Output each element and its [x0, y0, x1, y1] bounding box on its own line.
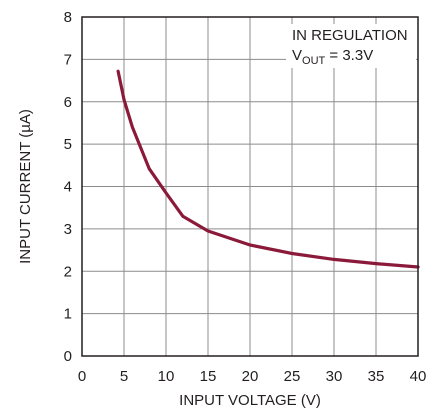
y-axis-title: INPUT CURRENT (µA) — [17, 109, 34, 264]
series-line — [116, 69, 420, 269]
annotation-background — [286, 24, 416, 68]
y-tick-label: 1 — [64, 306, 72, 323]
y-tick-label: 6 — [64, 94, 72, 111]
annotation-vout-main: V — [292, 47, 302, 64]
plot-frame — [81, 16, 419, 357]
x-tick-label: 35 — [368, 368, 385, 385]
x-tick-label: 10 — [158, 368, 175, 385]
y-tick-label: 2 — [64, 263, 72, 280]
series-layer — [116, 69, 420, 269]
annotation-line-1: IN REGULATION — [292, 27, 408, 44]
x-tick-label: 25 — [284, 368, 301, 385]
x-tick-label: 15 — [200, 368, 217, 385]
annotation-line-2: VOUT = 3.3V — [292, 47, 373, 67]
x-tick-labels: 0 5 10 15 20 25 30 35 40 — [78, 368, 427, 385]
y-tick-label: 5 — [64, 136, 72, 153]
y-tick-label: 0 — [64, 348, 72, 365]
x-tick-label: 40 — [410, 368, 427, 385]
y-tick-label: 3 — [64, 221, 72, 238]
annotation-vout-subscript: OUT — [302, 55, 326, 67]
x-tick-label: 20 — [242, 368, 259, 385]
x-tick-label: 5 — [120, 368, 128, 385]
x-tick-label: 30 — [326, 368, 343, 385]
y-tick-label: 7 — [64, 51, 72, 68]
x-tick-label: 0 — [78, 368, 86, 385]
annotation: IN REGULATION VOUT = 3.3V — [292, 27, 408, 67]
plot-border — [81, 16, 419, 357]
y-tick-label: 4 — [64, 179, 72, 196]
x-axis-title: INPUT VOLTAGE (V) — [179, 392, 321, 409]
y-tick-labels: 0 1 2 3 4 5 6 7 8 — [64, 9, 72, 365]
y-tick-label: 8 — [64, 9, 72, 26]
annotation-vout-value: = 3.3V — [325, 47, 373, 64]
